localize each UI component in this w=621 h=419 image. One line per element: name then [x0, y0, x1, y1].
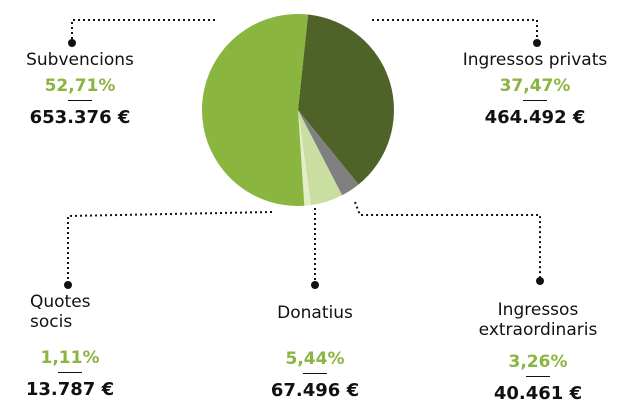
dot [311, 281, 319, 289]
dot [64, 281, 72, 289]
dot [536, 277, 544, 285]
dot [533, 39, 541, 47]
dot [68, 39, 76, 47]
separator [526, 376, 550, 377]
value-label: 3,26% [508, 352, 568, 372]
slices [202, 14, 395, 206]
label-group: Ingressos privats 37,47% 464.492 € [455, 50, 615, 128]
label-group: Donatius 5,44% 67.496 € [240, 303, 390, 401]
category-name: Subvencions [26, 50, 134, 70]
label-group: Quotes socis 1,11% 13.787 € [0, 292, 140, 400]
separator [58, 372, 82, 373]
leader [67, 211, 273, 282]
label-group: Ingressos extraordinaris 3,26% 40.461 € [468, 300, 608, 404]
slice [298, 110, 359, 196]
slice [298, 14, 395, 185]
leader [354, 201, 541, 278]
leader [71, 19, 215, 40]
value-label: 5,44% [285, 349, 345, 369]
amount-label: 653.376 € [29, 107, 131, 128]
separator [68, 100, 92, 101]
slice [298, 110, 311, 206]
category-name: Donatius [277, 303, 353, 323]
leader-dots [64, 39, 544, 289]
leader [372, 19, 538, 40]
value-label: 1,11% [40, 348, 100, 368]
separator [523, 100, 547, 101]
category-name: Ingressos privats [462, 50, 608, 70]
label-group: Subvencions 52,71% 653.376 € [5, 50, 155, 128]
category-name: Quotes socis [30, 292, 91, 332]
category-name: Ingressos extraordinaris [478, 300, 598, 340]
amount-label: 67.496 € [270, 380, 360, 401]
slice [298, 110, 343, 206]
separator [303, 373, 327, 374]
slice [202, 14, 309, 206]
amount-label: 464.492 € [484, 107, 586, 128]
amount-label: 13.787 € [25, 379, 115, 400]
value-label: 52,71% [44, 76, 116, 96]
amount-label: 40.461 € [493, 383, 583, 404]
value-label: 37,47% [499, 76, 571, 96]
leaders [67, 19, 541, 282]
